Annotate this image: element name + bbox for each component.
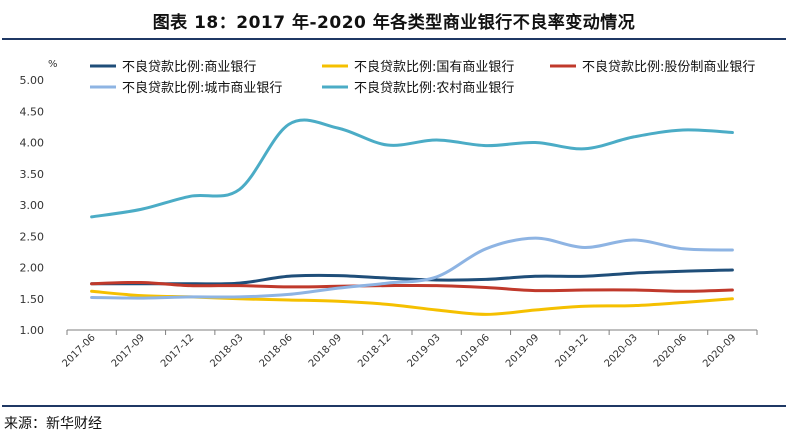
line-chart: 不良贷款比例:商业银行 不良贷款比例:国有商业银行 不良贷款比例:股份制商业银行不良… xyxy=(20,59,758,370)
legend-label: 不良贷款比例:城市商业银行 xyxy=(122,80,282,96)
legend-label: 不良贷款比例:股份制商业银行 xyxy=(582,59,755,75)
x-tick-label: 2017-06 xyxy=(60,332,97,369)
y-tick-label: 2.50 xyxy=(20,230,45,243)
series-line-2 xyxy=(90,280,734,293)
legend: 不良贷款比例:商业银行 不良贷款比例:国有商业银行 不良贷款比例:股份制商业银行不良… xyxy=(90,59,755,96)
x-tick-label: 2017-12 xyxy=(159,332,196,369)
top-rule xyxy=(2,38,786,40)
series-lines xyxy=(90,118,734,316)
legend-label: 不良贷款比例:农村商业银行 xyxy=(354,80,514,96)
x-tick-label: 2019-06 xyxy=(455,332,492,369)
x-tick-label: 2020-06 xyxy=(652,332,689,369)
series-line-3 xyxy=(90,236,734,300)
x-tick-label: 2018-12 xyxy=(356,332,393,369)
legend-label: 不良贷款比例:国有商业银行 xyxy=(354,59,514,75)
x-tick-label: 2018-06 xyxy=(258,332,295,369)
x-tick-label: 2018-09 xyxy=(307,332,344,369)
series-line-1 xyxy=(90,289,734,316)
y-tick-label: 2.00 xyxy=(20,262,45,275)
legend-label: 不良贷款比例:商业银行 xyxy=(122,59,256,75)
source-note: 来源：新华财经 xyxy=(4,416,102,432)
x-tick-label: 2020-03 xyxy=(603,332,640,369)
y-tick-label: 3.50 xyxy=(20,168,45,181)
bottom-rule xyxy=(2,405,786,407)
y-tick-label: 1.50 xyxy=(20,293,45,306)
figure-title: 图表 18：2017 年-2020 年各类型商业银行不良率变动情况 xyxy=(152,13,636,33)
x-tick-label: 2018-03 xyxy=(208,332,245,369)
y-tick-label: 4.50 xyxy=(20,105,45,118)
x-tick-label: 2020-09 xyxy=(701,332,738,369)
y-tick-label: 3.00 xyxy=(20,199,45,212)
x-tick-label: 2019-03 xyxy=(405,332,442,369)
series-line-4 xyxy=(90,118,734,219)
x-tick-label: 2017-09 xyxy=(110,332,147,369)
y-tick-label: 1.00 xyxy=(20,324,45,337)
series-line-0 xyxy=(90,268,734,286)
x-tick-label: 2019-09 xyxy=(504,332,541,369)
y-tick-label: 5.00 xyxy=(20,74,45,87)
y-tick-label: 4.00 xyxy=(20,137,45,150)
axes: %5.00 4.50 4.00 3.50 3.00 2.50 2.00 1.50 1.00 201… xyxy=(20,59,758,370)
x-tick-label: 2019-12 xyxy=(553,332,590,369)
y-axis-unit: % xyxy=(48,59,58,70)
